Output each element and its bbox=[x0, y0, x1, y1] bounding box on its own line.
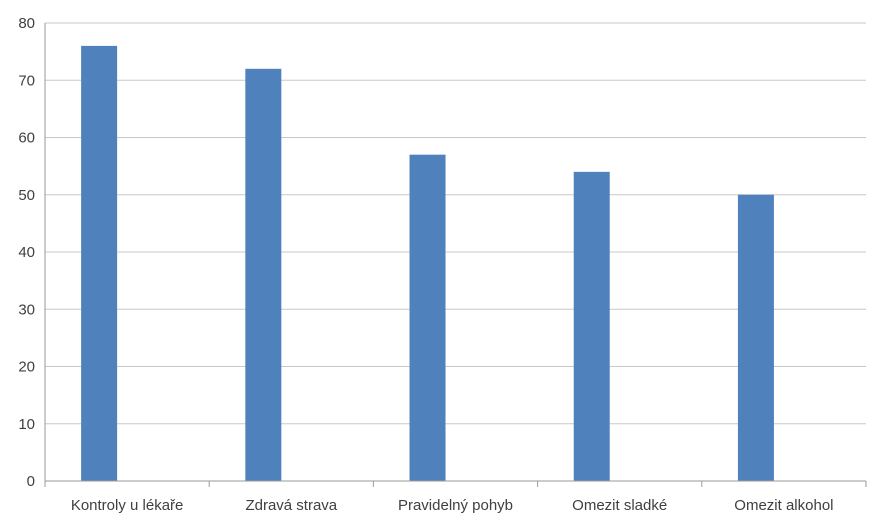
bar bbox=[409, 154, 446, 482]
y-tick-labels: 0 10 20 30 40 50 60 70 80 bbox=[18, 15, 35, 490]
x-tick-label: Pravidelný pohyb bbox=[398, 497, 513, 514]
bar bbox=[245, 68, 282, 482]
y-tick-label: 60 bbox=[18, 130, 35, 147]
x-tick-label: Zdravá strava bbox=[245, 497, 337, 514]
bars bbox=[81, 45, 774, 482]
bar bbox=[573, 171, 610, 481]
bar bbox=[737, 194, 774, 481]
x-tick-label: Kontroly u lékaře bbox=[71, 497, 184, 514]
y-tick-label: 50 bbox=[18, 187, 35, 204]
bar bbox=[81, 45, 118, 482]
gridlines bbox=[45, 22, 866, 425]
x-tick-label: Omezit alkohol bbox=[734, 497, 833, 514]
x-tick-label: Omezit sladké bbox=[572, 497, 667, 514]
y-tick-label: 40 bbox=[18, 244, 35, 261]
y-tick-label: 70 bbox=[18, 72, 35, 89]
y-tick-label: 10 bbox=[18, 416, 35, 433]
y-tick-label: 80 bbox=[18, 15, 35, 32]
x-tick-labels: Kontroly u lékaře Zdravá strava Pravidelný… bbox=[71, 497, 834, 514]
y-tick-label: 30 bbox=[18, 301, 35, 318]
y-tick-label: 20 bbox=[18, 359, 35, 376]
y-tick-label: 0 bbox=[27, 473, 35, 490]
axes bbox=[44, 23, 867, 487]
